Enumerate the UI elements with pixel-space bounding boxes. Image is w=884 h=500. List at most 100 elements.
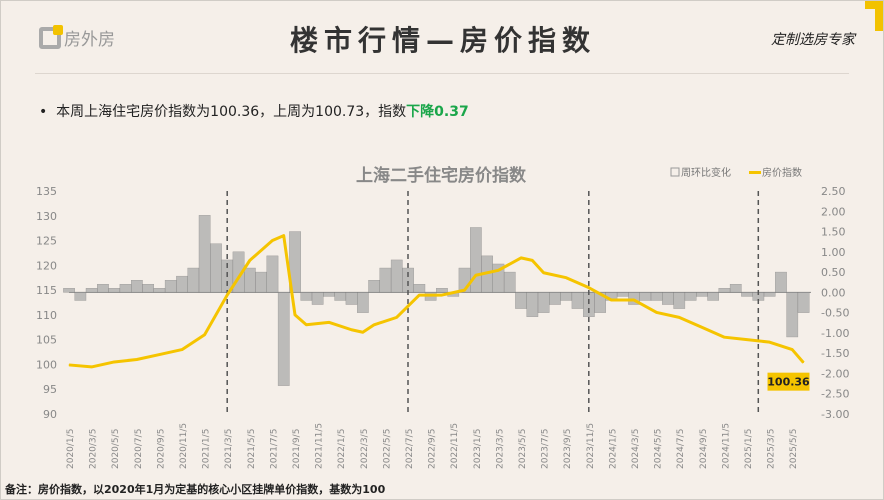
change-bar <box>108 288 121 293</box>
change-bar <box>390 259 403 293</box>
change-bar <box>311 292 324 305</box>
x-tick: 2022/9/5 <box>428 429 438 469</box>
x-tick: 2023/5/5 <box>518 429 528 469</box>
index-point <box>520 257 522 259</box>
y-left-tick: 90 <box>43 408 57 421</box>
index-point <box>113 361 115 363</box>
x-tick: 2021/5/5 <box>247 429 257 469</box>
index-point <box>565 277 567 279</box>
x-tick: 2025/5/5 <box>789 429 799 469</box>
change-bar <box>164 280 177 293</box>
index-point <box>531 259 533 261</box>
change-bar <box>526 292 539 317</box>
logo-text: 房外房 <box>64 30 115 50</box>
change-bar <box>662 292 674 305</box>
index-point <box>373 324 375 326</box>
change-bar <box>673 292 686 309</box>
index-point <box>362 331 364 333</box>
change-bar <box>616 292 629 297</box>
x-tick: 2022/7/5 <box>405 429 415 469</box>
x-tick: 2021/1/5 <box>202 429 212 469</box>
y-right-tick: 2.50 <box>821 185 846 198</box>
change-bar <box>402 267 414 293</box>
index-point <box>701 326 703 328</box>
index-point <box>678 316 680 318</box>
y-right-tick: -1.00 <box>821 327 849 340</box>
x-tick: 2022/1/5 <box>337 429 347 469</box>
index-point <box>746 339 748 341</box>
y-left-tick: 95 <box>43 383 57 396</box>
x-tick: 2024/7/5 <box>676 429 686 469</box>
y-right-tick: -2.00 <box>821 367 849 380</box>
index-point <box>791 349 793 351</box>
x-tick: 2025/3/5 <box>767 429 777 469</box>
x-tick: 2024/1/5 <box>608 429 618 469</box>
x-tick: 2022/11/5 <box>450 423 460 469</box>
y-right-tick: 0.50 <box>821 266 846 279</box>
x-tick: 2023/3/5 <box>495 429 505 469</box>
x-tick: 2020/11/5 <box>179 423 189 469</box>
x-tick: 2024/3/5 <box>631 429 641 469</box>
summary: • 本周上海住宅房价指数为100.36，上周为100.73，指数下降0.37 <box>39 104 469 120</box>
chart: 上海二手住宅房价指数 周环比变化 房价指数 135 130 125 120 115 110 105… <box>36 165 849 469</box>
change-bar <box>696 292 708 297</box>
y-left-tick: 100 <box>36 358 57 371</box>
change-bar <box>176 275 188 293</box>
legend-line-label: 房价指数 <box>762 166 802 179</box>
x-tick: 2023/11/5 <box>586 423 596 469</box>
chart-title: 上海二手住宅房价指数 <box>356 165 527 186</box>
index-point <box>204 334 206 336</box>
corner-decoration <box>865 1 883 31</box>
change-bar <box>684 292 697 301</box>
index-point <box>475 274 477 276</box>
change-bar <box>85 288 98 293</box>
change-bar <box>413 284 426 293</box>
y-right-tick: -1.50 <box>821 347 849 360</box>
x-tick: 2024/11/5 <box>721 423 731 469</box>
y-right-tick: -2.50 <box>821 388 849 401</box>
x-tick: 2020/1/5 <box>66 429 76 469</box>
change-bar <box>560 292 573 301</box>
change-bar <box>763 292 776 297</box>
index-point <box>656 311 658 313</box>
x-tick: 2020/7/5 <box>134 429 144 469</box>
y-left-tick: 115 <box>36 284 57 297</box>
change-bar <box>639 292 652 301</box>
change-bar <box>334 292 347 301</box>
index-point <box>803 362 804 364</box>
index-point <box>441 294 443 296</box>
change-bar <box>707 292 720 301</box>
y-left-tick: 105 <box>36 334 57 347</box>
legend-bar-label: 周环比变化 <box>681 166 731 179</box>
y-right-tick: -3.00 <box>821 408 849 421</box>
change-bar <box>345 292 358 305</box>
legend-bar-swatch <box>670 167 680 177</box>
index-point <box>181 349 183 351</box>
last-value-label: 100.36 <box>767 376 810 389</box>
x-tick: 2023/7/5 <box>541 429 551 469</box>
change-bar <box>436 288 448 293</box>
change-bar <box>277 292 290 386</box>
change-bar <box>368 280 381 293</box>
change-bar <box>650 292 663 301</box>
change-bar <box>119 284 132 293</box>
change-bar <box>797 292 810 313</box>
change-bar <box>153 288 166 293</box>
change-bar <box>729 284 742 293</box>
y-right-tick: 2.00 <box>821 205 846 218</box>
x-tick: 2022/3/5 <box>360 429 370 469</box>
change-bar <box>503 271 516 293</box>
logo-icon <box>39 24 63 49</box>
y-right-tick: 1.50 <box>821 226 846 239</box>
index-point <box>136 358 138 360</box>
change-bar <box>74 292 87 301</box>
change-bar <box>97 284 109 293</box>
x-tick: 2025/1/5 <box>744 429 754 469</box>
change-bar <box>289 231 301 293</box>
page-title: 楼市行情—房价指数 <box>289 24 596 57</box>
index-point <box>226 294 228 296</box>
x-tick: 2024/9/5 <box>699 429 709 469</box>
x-tick: 2021/9/5 <box>292 429 302 469</box>
index-point <box>158 354 160 356</box>
x-tick: 2021/7/5 <box>269 429 279 469</box>
